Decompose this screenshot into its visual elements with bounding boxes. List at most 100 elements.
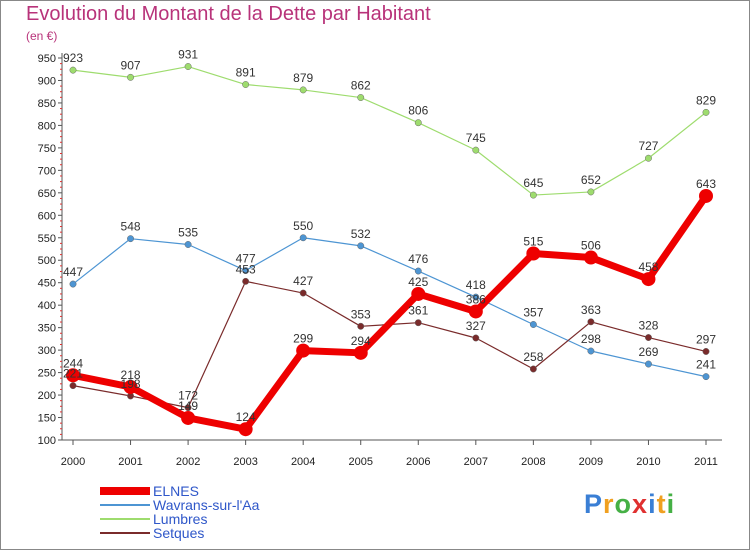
data-label-elnes: 458: [638, 260, 658, 274]
series-point-wavrans-sur-l-aa: [127, 235, 134, 243]
logo-letter: r: [603, 489, 615, 519]
data-label-setques: 258: [523, 350, 543, 364]
data-label-wavrans-sur-l-aa: 535: [178, 226, 198, 240]
series-point-elnes: [583, 250, 598, 265]
data-label-wavrans-sur-l-aa: 269: [638, 345, 658, 359]
legend-swatch: [100, 504, 150, 506]
legend-label: Lumbres: [153, 511, 208, 527]
series-point-elnes: [296, 343, 311, 358]
series-point-lumbres: [69, 66, 77, 74]
proxiti-logo: Proxiti: [584, 489, 675, 520]
series-point-elnes: [123, 379, 138, 394]
legend-label: Wavrans-sur-l'Aa: [153, 497, 260, 513]
data-label-setques: 363: [581, 303, 601, 317]
logo-letter: t: [656, 489, 667, 519]
y-tick-label: 400: [38, 300, 56, 312]
series-point-wavrans-sur-l-aa: [414, 267, 422, 275]
y-tick-label: 100: [38, 435, 56, 447]
data-label-elnes: 244: [63, 356, 83, 370]
x-tick-label: 2008: [521, 456, 545, 468]
data-label-wavrans-sur-l-aa: 357: [523, 306, 543, 320]
data-label-setques: 427: [293, 274, 313, 288]
x-tick-label: 2003: [233, 456, 257, 468]
logo-letter: P: [584, 489, 604, 519]
chart-title: Evolution du Montant de la Dette par Hab…: [26, 3, 431, 25]
series-point-wavrans-sur-l-aa: [529, 321, 537, 328]
chart-unit: (en €): [26, 29, 58, 43]
legend-swatch: [100, 518, 150, 520]
y-tick-label: 900: [38, 75, 56, 87]
series-point-setques: [357, 322, 365, 330]
data-label-wavrans-sur-l-aa: 447: [63, 265, 83, 279]
series-point-wavrans-sur-l-aa: [184, 241, 192, 248]
data-label-elnes: 425: [408, 275, 428, 289]
x-tick-label: 2005: [348, 456, 372, 468]
series-point-elnes: [411, 286, 426, 301]
data-label-setques: 353: [351, 307, 371, 321]
data-label-wavrans-sur-l-aa: 298: [581, 332, 601, 346]
data-label-lumbres: 652: [581, 173, 601, 187]
data-label-lumbres: 923: [63, 51, 83, 65]
series-point-lumbres: [587, 188, 595, 196]
series-point-elnes: [238, 422, 253, 437]
y-tick-label: 450: [38, 278, 56, 290]
data-label-lumbres: 745: [466, 131, 486, 145]
x-tick-label: 2009: [579, 456, 603, 468]
x-tick-label: 2002: [176, 456, 200, 468]
series-point-wavrans-sur-l-aa: [587, 347, 595, 355]
x-tick-label: 2007: [464, 456, 488, 468]
y-tick-label: 200: [38, 390, 56, 402]
y-tick-label: 650: [38, 188, 56, 200]
y-tick-label: 550: [38, 233, 56, 245]
series-point-elnes: [181, 410, 196, 425]
data-label-lumbres: 806: [408, 104, 428, 118]
data-label-setques: 221: [63, 367, 83, 381]
series-line-wavrans-sur-l-aa: [72, 237, 707, 378]
series-point-setques: [587, 318, 595, 326]
data-label-wavrans-sur-l-aa: 548: [121, 220, 141, 234]
series-point-lumbres: [472, 146, 480, 154]
data-label-lumbres: 879: [293, 71, 313, 85]
data-label-elnes: 386: [466, 292, 486, 306]
y-tick-label: 750: [38, 143, 56, 155]
series-point-lumbres: [702, 108, 710, 116]
data-label-lumbres: 829: [696, 93, 716, 107]
x-tick-label: 2010: [636, 456, 660, 468]
series-point-lumbres: [357, 94, 365, 101]
series-point-elnes: [468, 304, 483, 319]
y-tick-label: 850: [38, 98, 56, 110]
series-point-lumbres: [127, 73, 134, 81]
data-label-lumbres: 645: [523, 176, 543, 190]
series-point-lumbres: [529, 191, 537, 199]
data-label-elnes: 124: [236, 410, 256, 424]
data-label-setques: 327: [466, 319, 486, 333]
data-label-elnes: 643: [696, 177, 716, 191]
logo-letter: i: [648, 489, 657, 519]
x-tick-label: 2011: [694, 456, 718, 468]
series-point-lumbres: [184, 63, 192, 70]
data-label-elnes: 515: [523, 234, 543, 248]
series-point-lumbres: [414, 119, 422, 127]
y-tick-label: 700: [38, 165, 56, 177]
data-label-wavrans-sur-l-aa: 476: [408, 252, 428, 266]
y-tick-label: 500: [38, 255, 56, 267]
data-label-lumbres: 907: [121, 58, 141, 72]
series-point-elnes: [66, 368, 80, 383]
series-point-setques: [69, 382, 77, 390]
data-label-elnes: 294: [351, 334, 371, 348]
series-point-wavrans-sur-l-aa: [472, 293, 480, 301]
series-point-wavrans-sur-l-aa: [69, 280, 77, 288]
series-point-elnes: [641, 272, 656, 287]
series-point-wavrans-sur-l-aa: [299, 234, 307, 242]
y-tick-label: 950: [38, 53, 56, 65]
y-tick-label: 150: [38, 413, 56, 425]
series-point-lumbres: [645, 154, 652, 162]
series-point-elnes: [526, 246, 541, 261]
series-point-setques: [529, 365, 537, 373]
y-tick-label: 800: [38, 120, 56, 132]
x-tick-label: 2004: [291, 456, 315, 468]
data-label-setques: 453: [236, 262, 256, 276]
series-point-setques: [242, 277, 250, 285]
